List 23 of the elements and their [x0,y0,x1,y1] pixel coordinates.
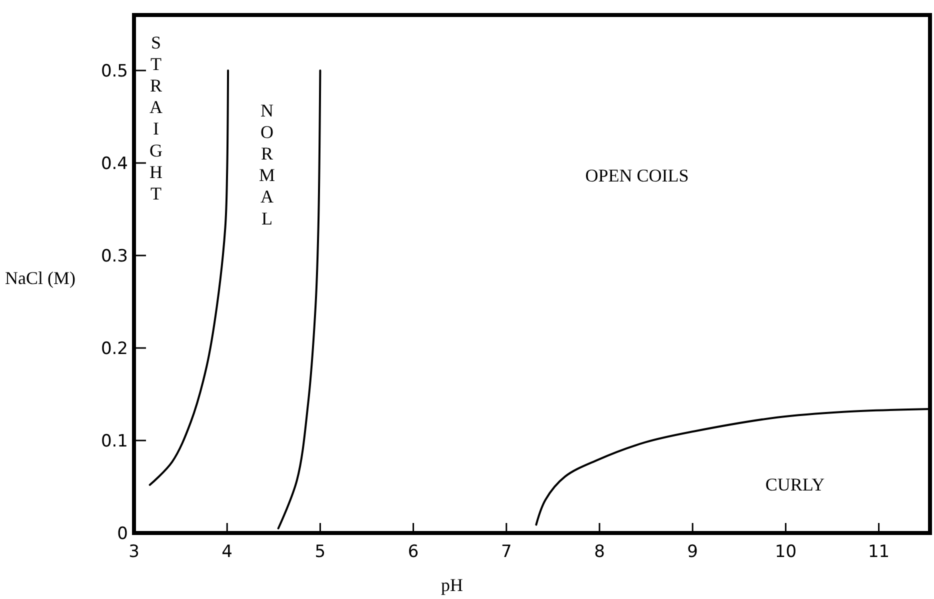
y-axis-title: NaCl (M) [5,268,76,288]
annotation: OPEN COILS [585,165,689,186]
x-tick-label: 6 [408,542,419,562]
x-tick-label: 10 [774,542,797,562]
y-tick-label: 0 [117,524,128,544]
y-tick-label: 0.2 [100,338,128,359]
y-tick-label: 0.1 [100,431,128,452]
x-axis-title: pH [441,575,463,595]
y-tick-label: 0.3 [100,246,128,266]
x-tick-label: 11 [868,542,890,562]
x-tick-label: 4 [222,542,233,562]
y-tick-label: 0.4 [100,154,128,174]
x-tick-label: 8 [594,542,605,562]
line-series [148,70,230,486]
annotation: STRAIGHT [150,32,162,204]
line-series [277,70,322,530]
annotation: CURLY [765,474,825,494]
annotation: NORMAL [258,100,276,228]
y-tick-label: 0.5 [100,61,128,82]
x-tick-label: 7 [500,542,512,562]
x-tick-label: 5 [314,542,326,562]
x-tick-label: 3 [128,542,140,562]
x-tick-label: 9 [687,542,698,562]
